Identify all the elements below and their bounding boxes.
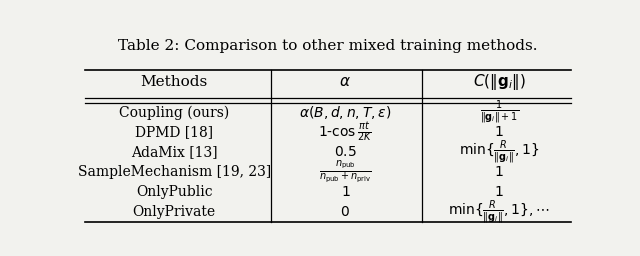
Text: $1\text{-}\cos\frac{\pi t}{2K}$: $1\text{-}\cos\frac{\pi t}{2K}$	[318, 121, 372, 144]
Text: OnlyPrivate: OnlyPrivate	[132, 205, 216, 219]
Text: $1$: $1$	[494, 125, 504, 140]
Text: OnlyPublic: OnlyPublic	[136, 185, 212, 199]
Text: $0.5$: $0.5$	[334, 145, 356, 159]
Text: Methods: Methods	[141, 76, 208, 89]
Text: $C(\|\mathbf{g}_i\|)$: $C(\|\mathbf{g}_i\|)$	[473, 72, 525, 92]
Text: Coupling (ours): Coupling (ours)	[119, 105, 229, 120]
Text: $\frac{n_{\mathrm{pub}}}{n_{\mathrm{pub}}+n_{\mathrm{priv}}}$: $\frac{n_{\mathrm{pub}}}{n_{\mathrm{pub}…	[319, 159, 372, 185]
Text: $\frac{1}{\|\mathbf{g}_i\|+1}$: $\frac{1}{\|\mathbf{g}_i\|+1}$	[479, 99, 518, 126]
Text: $\min\{\frac{R}{\|\mathbf{g}_i\|}, 1\}, \cdots$: $\min\{\frac{R}{\|\mathbf{g}_i\|}, 1\}, …	[448, 198, 550, 226]
Text: SampleMechanism [19, 23]: SampleMechanism [19, 23]	[77, 165, 271, 179]
Text: $\min\{\frac{R}{\|\mathbf{g}_i\|}, 1\}$: $\min\{\frac{R}{\|\mathbf{g}_i\|}, 1\}$	[459, 139, 540, 166]
Text: $\alpha(B, d, n, T, \epsilon)$: $\alpha(B, d, n, T, \epsilon)$	[300, 104, 392, 121]
Text: DPMD [18]: DPMD [18]	[135, 125, 213, 140]
Text: $1$: $1$	[494, 185, 504, 199]
Text: AdaMix [13]: AdaMix [13]	[131, 145, 218, 159]
Text: $\alpha$: $\alpha$	[339, 76, 351, 89]
Text: $1$: $1$	[494, 165, 504, 179]
Text: Table 2: Comparison to other mixed training methods.: Table 2: Comparison to other mixed train…	[118, 39, 538, 52]
Text: $0$: $0$	[340, 205, 350, 219]
Text: $1$: $1$	[340, 185, 350, 199]
